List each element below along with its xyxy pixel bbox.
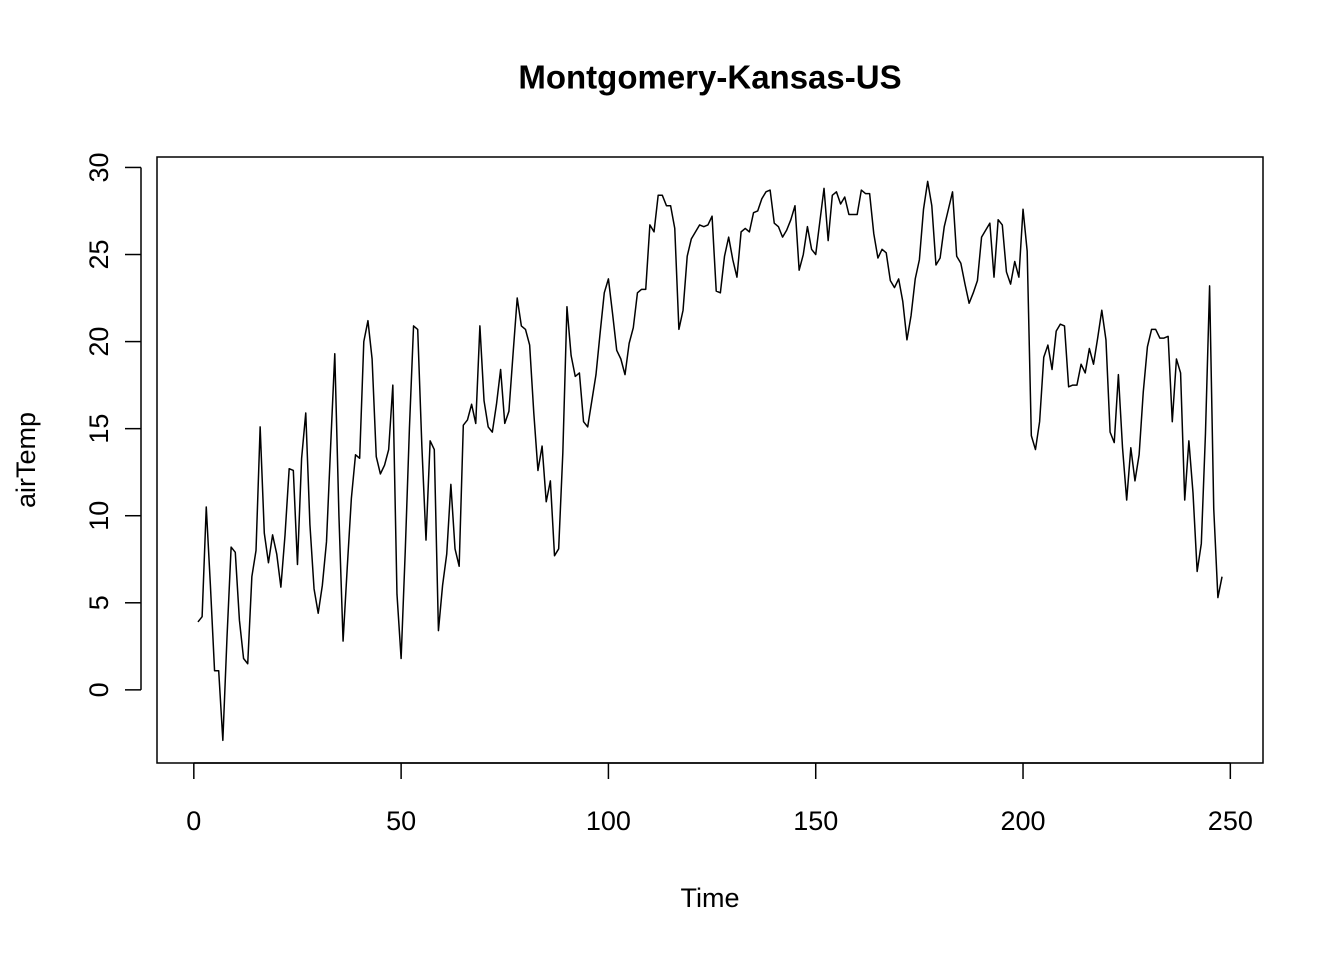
y-tick-label: 15 bbox=[84, 414, 114, 444]
y-tick-label: 25 bbox=[84, 239, 114, 269]
x-axis-label: Time bbox=[681, 883, 740, 913]
x-tick-label: 250 bbox=[1208, 806, 1253, 836]
data-line bbox=[197, 180, 1223, 742]
x-tick-label: 50 bbox=[386, 806, 416, 836]
x-tick-label: 0 bbox=[186, 806, 201, 836]
plot-box bbox=[156, 156, 1264, 764]
y-tick-label: 10 bbox=[84, 501, 114, 531]
y-axis-label: airTemp bbox=[11, 412, 41, 508]
chart-title: Montgomery-Kansas-US bbox=[518, 59, 901, 96]
x-tick-label: 200 bbox=[1000, 806, 1045, 836]
x-tick-label: 100 bbox=[586, 806, 631, 836]
x-tick-label: 150 bbox=[793, 806, 838, 836]
y-tick-label: 30 bbox=[84, 152, 114, 182]
y-tick-label: 5 bbox=[84, 595, 114, 610]
y-tick-label: 0 bbox=[84, 682, 114, 697]
y-tick-label: 20 bbox=[84, 327, 114, 357]
